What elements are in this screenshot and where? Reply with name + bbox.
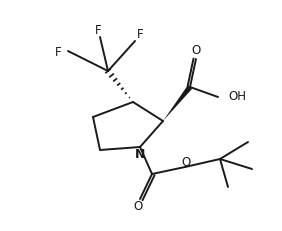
Polygon shape	[163, 86, 192, 122]
Text: O: O	[191, 43, 201, 56]
Text: F: F	[55, 45, 61, 58]
Text: O: O	[133, 200, 143, 213]
Text: F: F	[95, 23, 101, 36]
Text: F: F	[137, 28, 143, 41]
Text: O: O	[181, 155, 191, 168]
Text: OH: OH	[228, 90, 246, 103]
Text: N: N	[135, 148, 145, 161]
